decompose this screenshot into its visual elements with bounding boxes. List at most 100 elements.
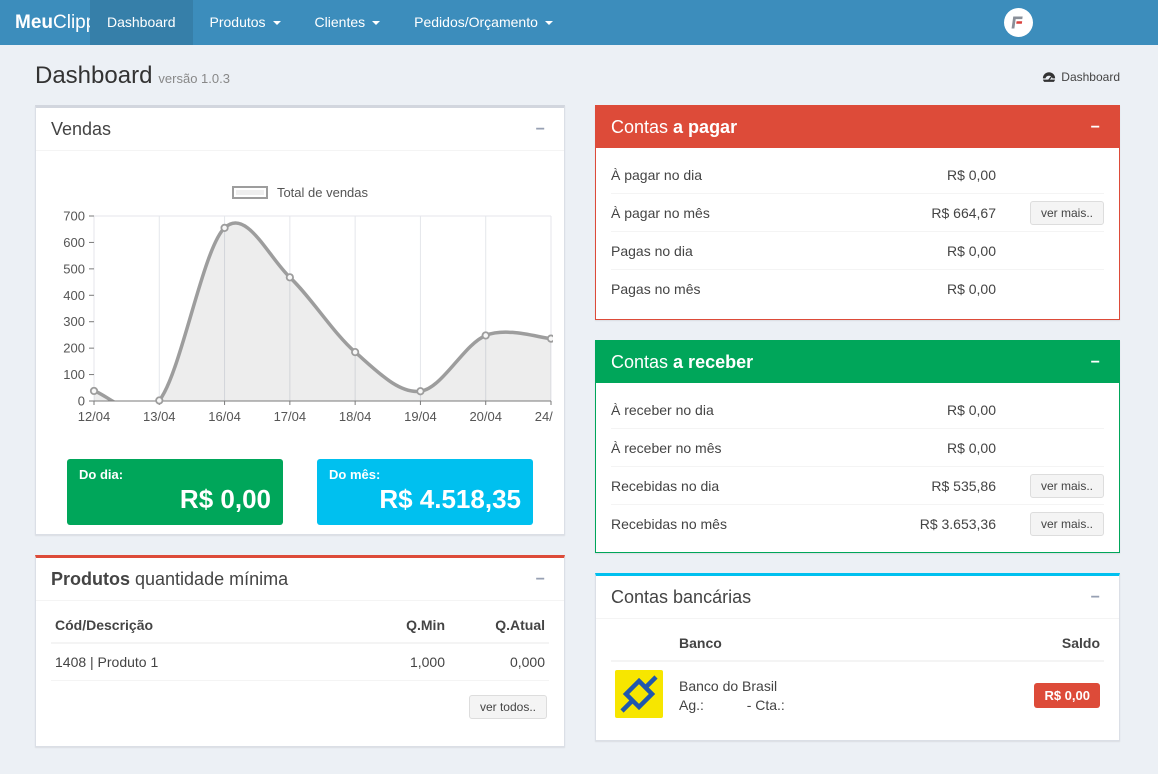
collapse-icon[interactable]: −	[1087, 588, 1104, 608]
svg-text:24/04: 24/04	[535, 409, 553, 424]
svg-text:20/04: 20/04	[469, 409, 502, 424]
legend-swatch	[232, 186, 268, 199]
produtos-panel: Produtos quantidade mínima − Cód/Descriç…	[35, 555, 565, 747]
contas-a-pagar-title: Contas a pagar	[611, 117, 1087, 138]
top-navbar: MeuClipp Dashboard Produtos Clientes Ped…	[0, 0, 1158, 45]
do-mes-value: R$ 4.518,35	[329, 484, 521, 515]
col-qmin: Q.Min	[349, 607, 449, 643]
svg-text:700: 700	[63, 209, 85, 224]
chart-legend: Total de vendas	[48, 185, 552, 200]
produto-qatual: 0,000	[449, 643, 549, 681]
caret-down-icon	[273, 21, 281, 25]
produtos-footer: ver todos..	[51, 681, 549, 719]
contas-a-pagar-body: À pagar no dia R$ 0,00 À pagar no mês R$…	[596, 148, 1119, 308]
ver-mais-button[interactable]: ver mais..	[1030, 201, 1104, 225]
col-cod-descricao: Cód/Descrição	[51, 607, 349, 643]
contas-a-pagar-panel: Contas a pagar − À pagar no dia R$ 0,00 …	[595, 105, 1120, 320]
collapse-icon[interactable]: −	[532, 120, 549, 140]
brand-logo[interactable]: MeuClipp	[0, 0, 90, 45]
col-banco: Banco	[675, 625, 936, 661]
svg-text:200: 200	[63, 341, 85, 356]
produtos-panel-header: Produtos quantidade mínima −	[36, 558, 564, 601]
svg-text:18/04: 18/04	[339, 409, 372, 424]
table-row: 1408 | Produto 1 1,000 0,000	[51, 643, 549, 681]
contas-bancarias-panel: Contas bancárias − Banco Saldo	[595, 573, 1120, 741]
ver-mais-button[interactable]: ver mais..	[1030, 474, 1104, 498]
svg-text:17/04: 17/04	[274, 409, 307, 424]
nav-item-produtos[interactable]: Produtos	[193, 0, 298, 45]
vendas-panel-header: Vendas −	[36, 108, 564, 151]
svg-text:12/04: 12/04	[78, 409, 111, 424]
vendas-area-chart: 0 100 200 300 400 500 600 700 12/04 13/04 16/04 17/…	[48, 206, 553, 438]
ver-mais-button[interactable]: ver mais..	[1030, 512, 1104, 536]
caret-down-icon	[545, 21, 553, 25]
col-qatual: Q.Atual	[449, 607, 549, 643]
contas-a-receber-body: À receber no dia R$ 0,00 À receber no mê…	[596, 383, 1119, 543]
collapse-icon[interactable]: −	[1087, 353, 1104, 373]
nav-item-dashboard[interactable]: Dashboard	[90, 0, 193, 45]
breadcrumb[interactable]: Dashboard	[1042, 70, 1120, 84]
nav-item-pedidos-orcamento[interactable]: Pedidos/Orçamento	[397, 0, 570, 45]
legend-label: Total de vendas	[277, 185, 368, 200]
list-item: Recebidas no dia R$ 535,86 ver mais..	[611, 467, 1104, 505]
produtos-body: Cód/Descrição Q.Min Q.Atual 1408 | Produ…	[36, 601, 564, 729]
svg-text:100: 100	[63, 367, 85, 382]
svg-text:400: 400	[63, 288, 85, 303]
produtos-table: Cód/Descrição Q.Min Q.Atual 1408 | Produ…	[51, 607, 549, 681]
svg-text:600: 600	[63, 235, 85, 250]
produtos-title: Produtos quantidade mínima	[51, 569, 532, 590]
list-item: À receber no mês R$ 0,00	[611, 429, 1104, 467]
contas-a-receber-header: Contas a receber −	[596, 341, 1119, 383]
vendas-title: Vendas	[51, 119, 532, 140]
contas-bancarias-body: Banco Saldo	[596, 619, 1119, 739]
banco-do-brasil-logo	[615, 670, 663, 718]
contas-a-receber-panel: Contas a receber − À receber no dia R$ 0…	[595, 340, 1120, 553]
contas-a-pagar-header: Contas a pagar −	[596, 106, 1119, 148]
list-item: Pagas no mês R$ 0,00	[611, 270, 1104, 308]
svg-text:0: 0	[78, 394, 85, 409]
page-title-block: Dashboard versão 1.0.3	[35, 62, 230, 90]
nav-item-clientes[interactable]: Clientes	[298, 0, 398, 45]
saldo-badge: R$ 0,00	[1034, 683, 1100, 708]
do-dia-value: R$ 0,00	[79, 484, 271, 515]
list-item: À receber no dia R$ 0,00	[611, 391, 1104, 429]
list-item: Recebidas no mês R$ 3.653,36 ver mais..	[611, 505, 1104, 543]
ver-todos-button[interactable]: ver todos..	[469, 695, 547, 719]
page-header: Dashboard versão 1.0.3 Dashboard	[0, 45, 1158, 105]
do-mes-label: Do mês:	[329, 467, 521, 482]
svg-text:300: 300	[63, 314, 85, 329]
list-item: Pagas no dia R$ 0,00	[611, 232, 1104, 270]
page-title: Dashboard	[35, 62, 152, 89]
dashboard-gauge-icon	[1042, 71, 1056, 83]
col-saldo: Saldo	[936, 625, 1104, 661]
svg-text:500: 500	[63, 261, 85, 276]
vendas-do-dia-box: Do dia: R$ 0,00	[67, 459, 283, 525]
contas-a-receber-title: Contas a receber	[611, 352, 1087, 373]
right-column: Contas a pagar − À pagar no dia R$ 0,00 …	[595, 105, 1120, 767]
bancos-table: Banco Saldo	[611, 625, 1104, 729]
left-column: Vendas − Total de vendas 0 100 200 300 400 50…	[35, 105, 565, 767]
svg-text:13/04: 13/04	[143, 409, 176, 424]
caret-down-icon	[372, 21, 380, 25]
collapse-icon[interactable]: −	[1087, 118, 1104, 138]
page-version: versão 1.0.3	[158, 71, 230, 86]
svg-text:19/04: 19/04	[404, 409, 437, 424]
vendas-summary-row: Do dia: R$ 0,00 Do mês: R$ 4.518,35	[48, 459, 552, 525]
produto-qmin: 1,000	[349, 643, 449, 681]
table-row: Banco do Brasil Ag.: - Cta.: R$ 0,00	[611, 661, 1104, 729]
contas-bancarias-header: Contas bancárias −	[596, 576, 1119, 619]
user-avatar[interactable]	[1004, 8, 1033, 37]
do-dia-label: Do dia:	[79, 467, 271, 482]
avatar-f-logo	[1010, 14, 1027, 31]
collapse-icon[interactable]: −	[532, 570, 549, 590]
produto-descricao: 1408 | Produto 1	[51, 643, 349, 681]
main-content: Vendas − Total de vendas 0 100 200 300 400 50…	[0, 105, 1158, 767]
vendas-do-mes-box: Do mês: R$ 4.518,35	[317, 459, 533, 525]
contas-bancarias-title: Contas bancárias	[611, 587, 1087, 608]
vendas-panel: Vendas − Total de vendas 0 100 200 300 400 50…	[35, 105, 565, 535]
list-item: À pagar no dia R$ 0,00	[611, 156, 1104, 194]
banco-nome: Banco do Brasil	[679, 678, 932, 694]
banco-detalhe: Ag.: - Cta.:	[679, 697, 932, 713]
svg-text:16/04: 16/04	[208, 409, 241, 424]
vendas-body: Total de vendas 0 100 200 300 400 500 600 700 12…	[36, 151, 564, 539]
